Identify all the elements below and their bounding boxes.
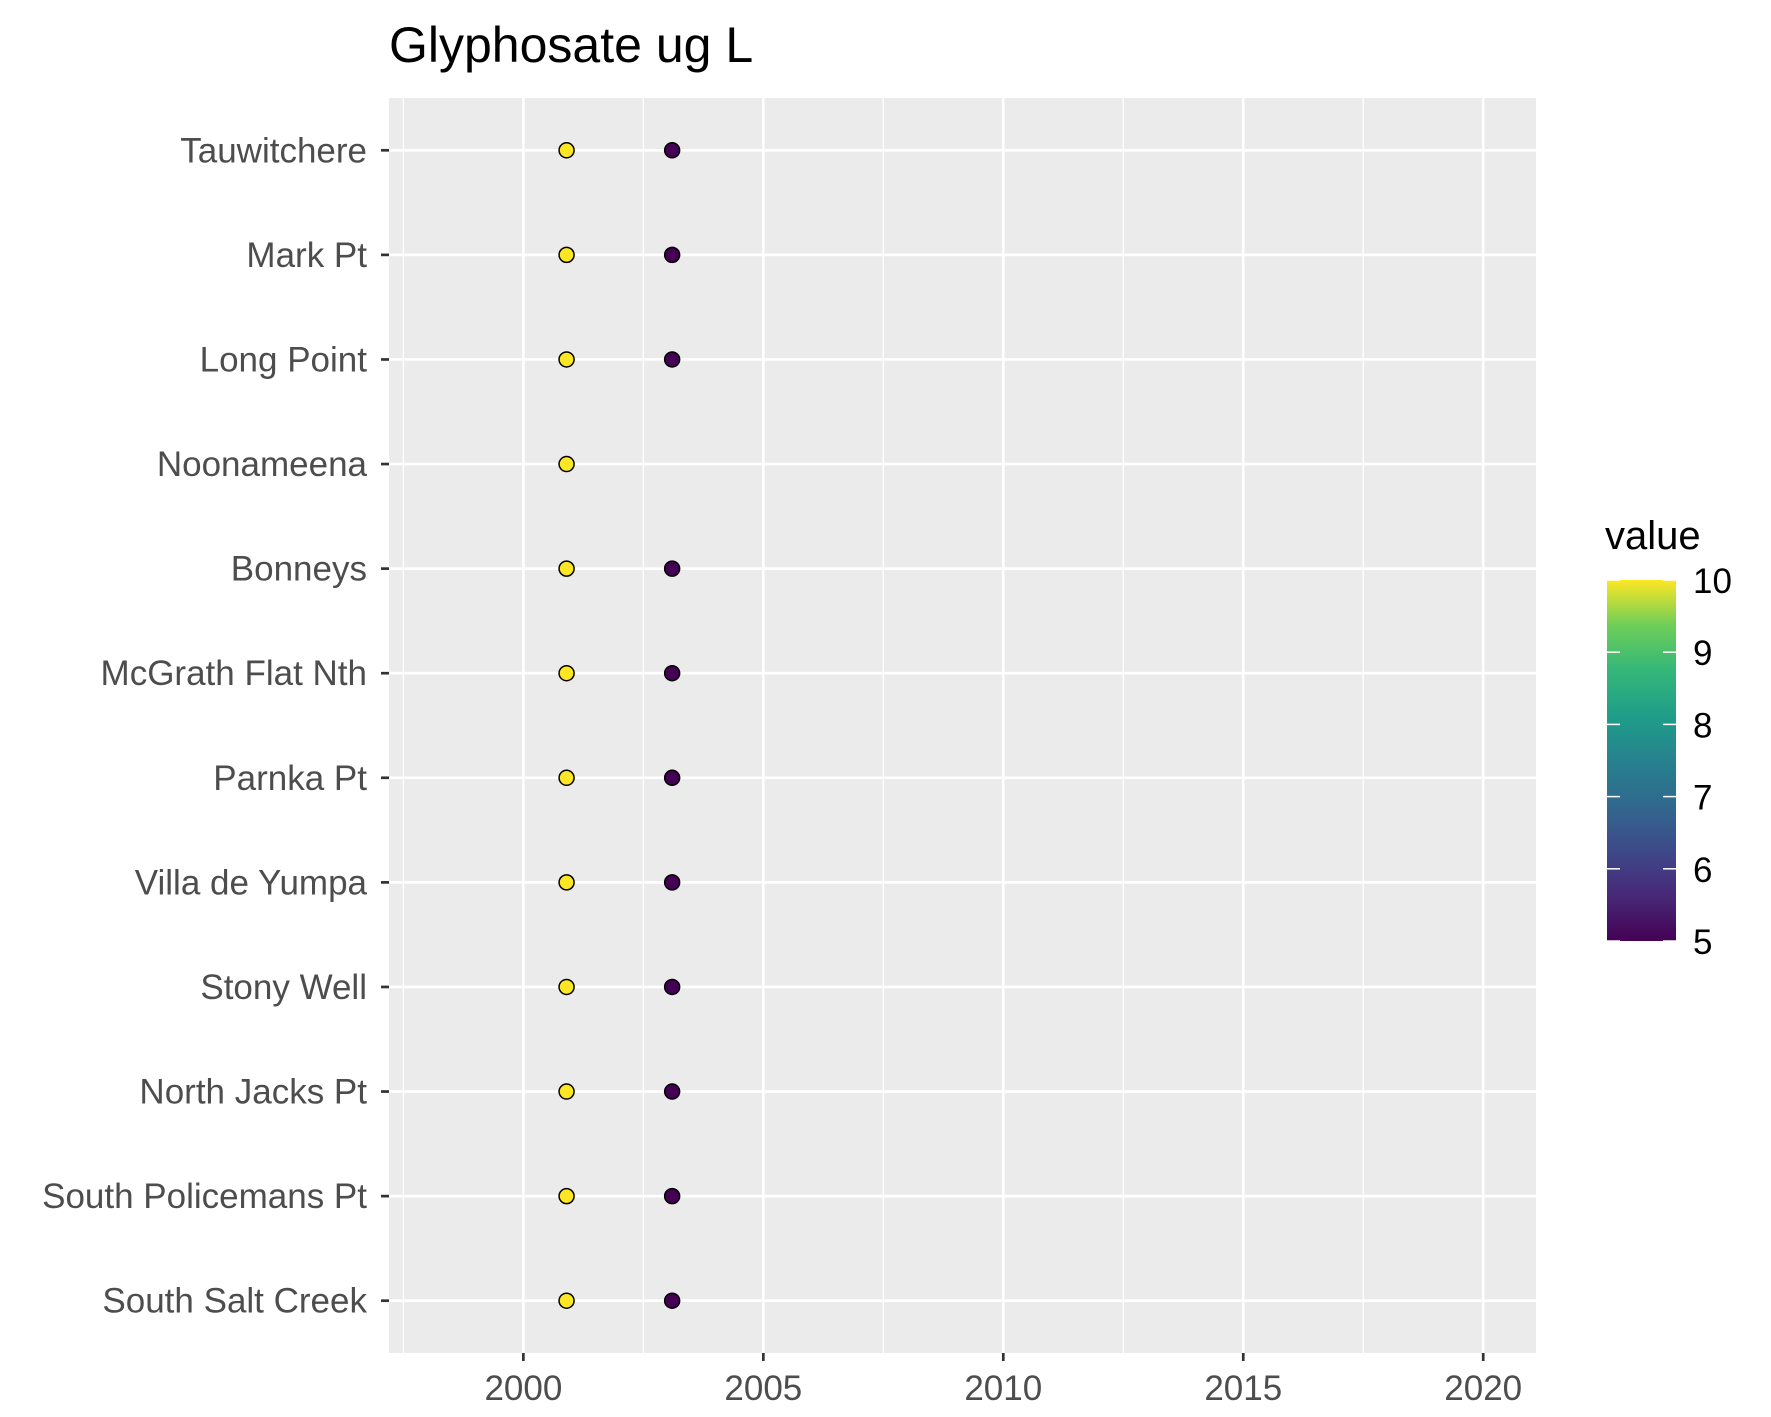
data-points bbox=[558, 142, 681, 1309]
data-point bbox=[663, 142, 681, 159]
data-point bbox=[558, 455, 575, 473]
data-point bbox=[663, 1187, 681, 1205]
chart-title: Glyphosate ug L bbox=[389, 17, 753, 73]
x-tick-label: 2000 bbox=[484, 1369, 562, 1408]
legend-ticks: 10 9 8 7 6 5 bbox=[1607, 562, 1732, 962]
x-axis: 2000 2005 2010 2015 2020 bbox=[484, 1353, 1522, 1408]
y-tick-label: North Jacks Pt bbox=[139, 1073, 367, 1112]
data-point bbox=[663, 664, 681, 682]
data-point bbox=[558, 874, 575, 891]
y-tick-label: Stony Well bbox=[200, 968, 367, 1007]
data-point bbox=[558, 1187, 575, 1205]
x-tick-label: 2010 bbox=[964, 1369, 1042, 1408]
y-tick-label: Tauwitchere bbox=[180, 131, 367, 170]
data-point bbox=[663, 1083, 681, 1100]
data-point bbox=[558, 142, 575, 159]
y-tick-label: South Salt Creek bbox=[102, 1282, 367, 1321]
data-point bbox=[558, 351, 575, 368]
legend: value 10 9 8 7 6 5 bbox=[1605, 514, 1732, 962]
data-point bbox=[663, 874, 681, 891]
y-tick-label: Bonneys bbox=[231, 550, 367, 589]
y-tick-label: Parnka Pt bbox=[213, 759, 367, 798]
data-point bbox=[663, 1292, 681, 1309]
data-point bbox=[663, 560, 681, 577]
data-point bbox=[663, 351, 681, 368]
data-point bbox=[663, 246, 681, 264]
legend-label: 7 bbox=[1693, 779, 1712, 818]
legend-title: value bbox=[1605, 514, 1701, 558]
legend-label: 9 bbox=[1693, 634, 1712, 673]
data-point bbox=[663, 978, 681, 996]
y-tick-label: Long Point bbox=[200, 340, 368, 379]
data-point bbox=[558, 978, 575, 996]
legend-label: 6 bbox=[1693, 851, 1712, 890]
grid-minor bbox=[402, 98, 1364, 1353]
x-tick-label: 2020 bbox=[1444, 1369, 1522, 1408]
plot-panel bbox=[389, 98, 1536, 1353]
x-tick-label: 2005 bbox=[724, 1369, 802, 1408]
y-axis: Tauwitchere Mark Pt Long Point Noonameena Bo… bbox=[42, 131, 389, 1321]
data-point bbox=[558, 560, 575, 577]
data-point bbox=[558, 1083, 575, 1100]
grid-major bbox=[389, 98, 1536, 1353]
data-point bbox=[663, 769, 681, 787]
legend-label: 5 bbox=[1693, 923, 1712, 962]
data-point bbox=[558, 246, 575, 264]
data-point bbox=[558, 1292, 575, 1309]
data-point bbox=[558, 664, 575, 682]
legend-label: 10 bbox=[1693, 562, 1732, 601]
y-tick-label: Villa de Yumpa bbox=[135, 863, 368, 902]
y-tick-label: South Policemans Pt bbox=[42, 1177, 367, 1216]
legend-colorbar bbox=[1607, 580, 1676, 941]
legend-label: 8 bbox=[1693, 706, 1712, 745]
y-tick-label: Noonameena bbox=[157, 445, 368, 484]
y-tick-label: Mark Pt bbox=[246, 236, 367, 275]
x-tick-label: 2015 bbox=[1204, 1369, 1282, 1408]
y-tick-label: McGrath Flat Nth bbox=[101, 654, 367, 693]
data-point bbox=[558, 769, 575, 787]
